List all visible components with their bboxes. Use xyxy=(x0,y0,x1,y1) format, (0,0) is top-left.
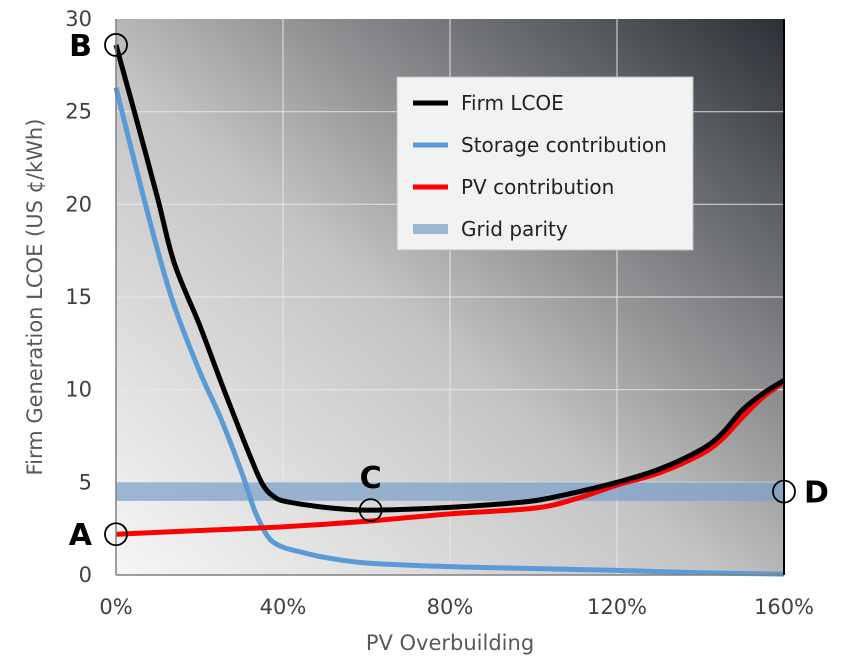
legend-label: Storage contribution xyxy=(461,133,667,157)
y-tick-label: 30 xyxy=(65,7,92,31)
annotation-label: B xyxy=(69,29,92,64)
x-tick-label: 80% xyxy=(427,595,474,619)
legend-label: Firm LCOE xyxy=(461,91,564,115)
tick-labels: 0% 40% 80% 120% 160% 0 5 10 15 20 25 30 xyxy=(65,7,814,619)
grid-parity-band xyxy=(116,482,784,501)
series-line-pv-contribution xyxy=(115,380,786,537)
x-tick-label: 120% xyxy=(587,595,647,619)
annotation-label: A xyxy=(69,518,93,553)
y-tick-label: 15 xyxy=(65,285,92,309)
annotation-circle xyxy=(104,522,128,547)
y-tick-label: 5 xyxy=(79,470,92,494)
legend-label: Grid parity xyxy=(461,217,568,241)
x-axis-label: PV Overbuilding xyxy=(366,631,534,655)
annotation-circle xyxy=(358,498,383,523)
y-tick-label: 10 xyxy=(65,378,92,402)
legend-box xyxy=(396,76,694,251)
y-axis-label: Firm Generation LCOE (US ¢/kWh) xyxy=(23,119,47,476)
series-line-storage-contribution xyxy=(113,86,785,577)
annotations: A B C D xyxy=(69,29,829,553)
annotation-label: D xyxy=(804,476,829,511)
series-lines xyxy=(113,44,786,577)
series-line-firm-lcoe xyxy=(113,44,786,513)
legend-label: PV contribution xyxy=(461,175,614,199)
annotation-label: C xyxy=(360,461,382,496)
axes xyxy=(115,19,785,576)
x-tick-label: 0% xyxy=(99,595,132,619)
legend: Firm LCOE Storage contribution PV contribu… xyxy=(396,76,694,251)
x-tick-label: 40% xyxy=(260,595,307,619)
annotation-circle xyxy=(104,33,128,57)
y-tick-label: 25 xyxy=(65,100,92,124)
grid-parity-band-rect xyxy=(116,482,784,501)
y-tick-label: 0 xyxy=(79,563,92,587)
y-tick-label: 20 xyxy=(65,192,92,216)
annotation-circle xyxy=(772,479,796,504)
x-tick-label: 160% xyxy=(754,595,814,619)
